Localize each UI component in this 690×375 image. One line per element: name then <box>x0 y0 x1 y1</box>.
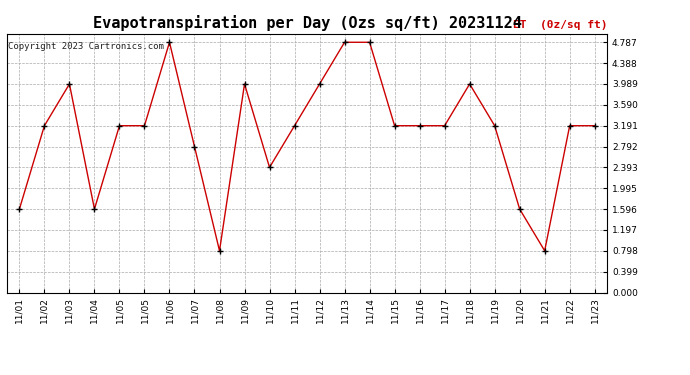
Text: Copyright 2023 Cartronics.com: Copyright 2023 Cartronics.com <box>8 42 164 51</box>
Title: Evapotranspiration per Day (Ozs sq/ft) 20231124: Evapotranspiration per Day (Ozs sq/ft) 2… <box>92 15 522 31</box>
Text: ET  (0z/sq ft): ET (0z/sq ft) <box>513 20 607 30</box>
